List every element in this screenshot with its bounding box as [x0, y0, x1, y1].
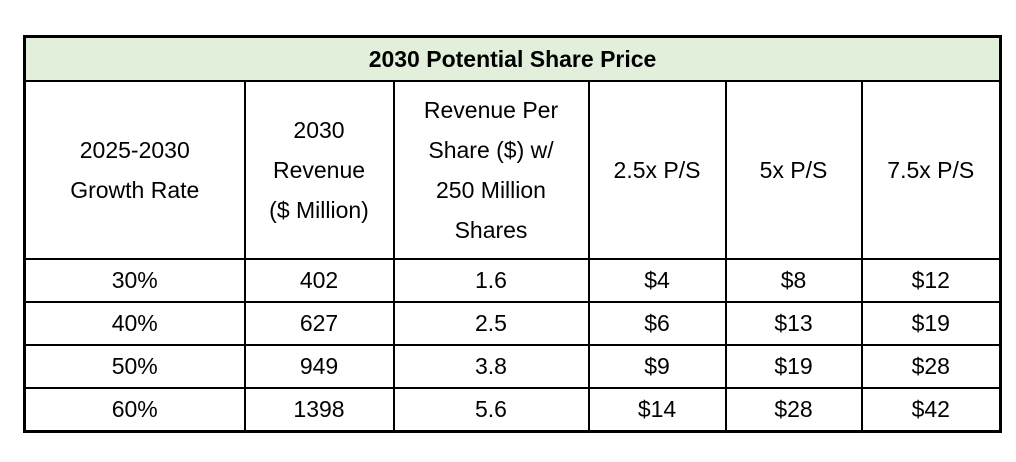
table-cell: $13 [724, 301, 863, 346]
header-line: Shares [454, 217, 528, 243]
header-line: 2030 [293, 117, 345, 143]
table-title: 2030 Potential Share Price [23, 35, 1002, 82]
table-cell: 627 [243, 301, 395, 346]
header-line: 7.5x P/S [887, 157, 975, 183]
table-cell: $4 [587, 258, 727, 303]
table-cell: $12 [860, 258, 1002, 303]
table-cell: $19 [860, 301, 1002, 346]
data-row: 60% 1398 5.6 $14 $28 $42 [23, 387, 1002, 433]
table-cell: 40% [23, 301, 246, 346]
table-cell: 1398 [243, 387, 395, 433]
share-price-table: 2030 Potential Share Price 2025-2030 Grow… [23, 35, 1003, 433]
header-line: 2.5x P/S [613, 157, 701, 183]
data-row: 40% 627 2.5 $6 $13 $19 [23, 301, 1002, 346]
table-cell: 402 [243, 258, 395, 303]
table-cell: $42 [860, 387, 1002, 433]
table-cell: $28 [724, 387, 863, 433]
table-cell: 30% [23, 258, 246, 303]
table-cell: $9 [587, 344, 727, 389]
data-row: 30% 402 1.6 $4 $8 $12 [23, 258, 1002, 303]
header-line: 2025-2030 [79, 137, 190, 163]
header-line: ($ Million) [269, 197, 369, 223]
table-cell: $14 [587, 387, 727, 433]
header-line: Revenue [272, 157, 366, 183]
table-cell: 3.8 [392, 344, 590, 389]
column-header: 2.5x P/S [587, 80, 727, 260]
table-cell: $19 [724, 344, 863, 389]
header-line: Revenue Per [423, 97, 559, 123]
header-line: 5x P/S [759, 157, 828, 183]
table-body: 30% 402 1.6 $4 $8 $12 40% 627 2.5 $6 $13 $19 50% 949 3… [23, 258, 1002, 433]
column-header: Revenue Per Share ($) w/250 Million Shares [392, 80, 590, 260]
header-line: 250 Million [436, 177, 546, 203]
header-row: 2025-2030 Growth Rate 2030 Revenue ($ Millio… [23, 80, 1002, 260]
table-cell: 60% [23, 387, 246, 433]
column-header: 2030 Revenue ($ Million) [243, 80, 395, 260]
header-line: Share ($) w/ [428, 137, 554, 163]
table-cell: 949 [243, 344, 395, 389]
column-header: 5x P/S [724, 80, 863, 260]
table-cell: 50% [23, 344, 246, 389]
data-row: 50% 949 3.8 $9 $19 $28 [23, 344, 1002, 389]
table-cell: $8 [724, 258, 863, 303]
column-header: 2025-2030 Growth Rate [23, 80, 246, 260]
table-cell: 1.6 [392, 258, 590, 303]
header-line: Growth Rate [70, 177, 200, 203]
table-cell: 2.5 [392, 301, 590, 346]
column-header: 7.5x P/S [860, 80, 1002, 260]
table-cell: $28 [860, 344, 1002, 389]
table-cell: $6 [587, 301, 727, 346]
table-cell: 5.6 [392, 387, 590, 433]
